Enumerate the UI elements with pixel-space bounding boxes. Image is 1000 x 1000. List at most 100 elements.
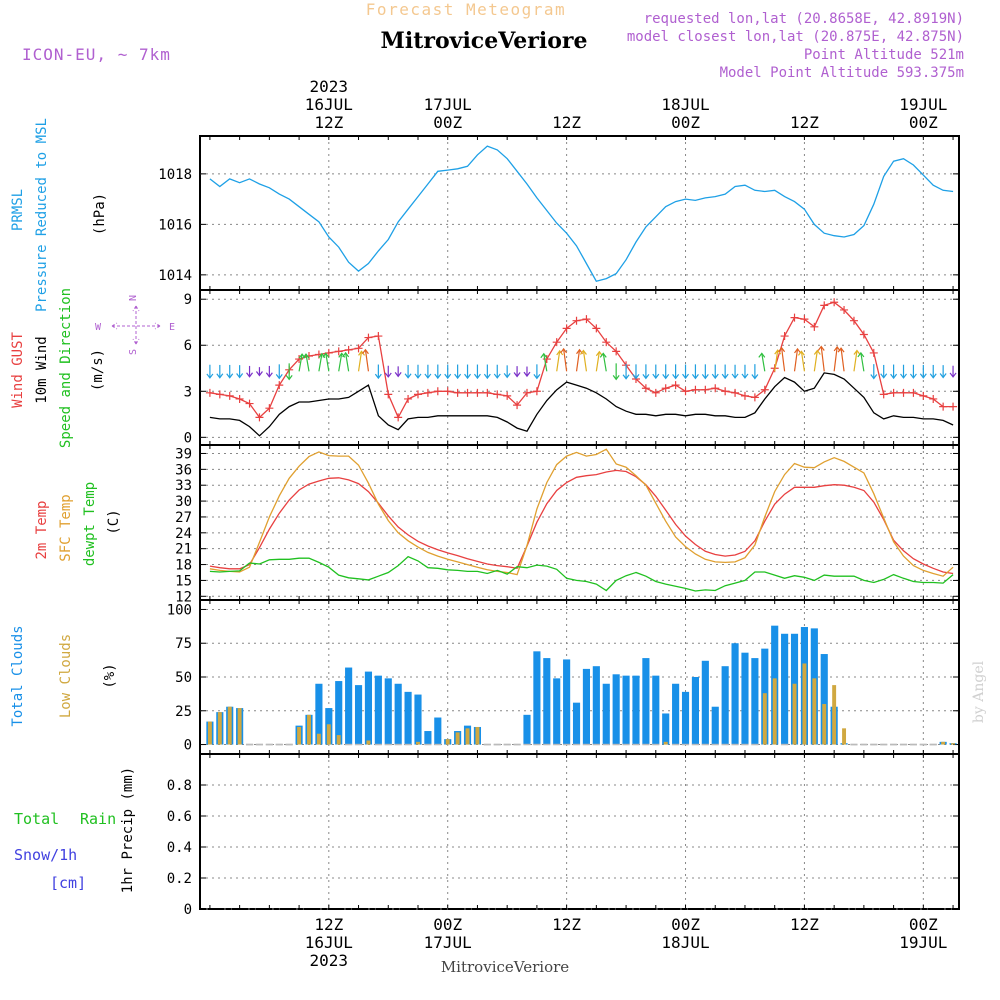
gust-marker: [255, 413, 264, 422]
wind-speed-line: [209, 372, 954, 437]
wind-arrow-head: [778, 346, 786, 353]
gust-marker: [334, 347, 343, 356]
low-cloud-bar: [941, 741, 946, 745]
wind-arrow-head: [701, 373, 709, 380]
gust-marker: [691, 385, 700, 394]
gust-marker: [731, 388, 740, 397]
compass-label: E: [169, 322, 175, 333]
gust-marker: [939, 402, 948, 411]
wind-arrow-head: [853, 349, 861, 355]
gust-marker: [205, 388, 214, 397]
gust-marker: [374, 332, 383, 341]
wind-arrow-head: [358, 350, 366, 356]
wind-arrow-head: [741, 373, 749, 379]
low-cloud-bar: [842, 728, 847, 745]
y-tick-label: 50: [175, 670, 192, 686]
model-altitude: Model Point Altitude 593.375m: [720, 65, 964, 81]
gust-marker: [404, 394, 413, 403]
wind-arrow-head: [404, 373, 412, 379]
panel-wind: 0 3 6 9 Wind GUST 10m Wind Speed and Direction…: [10, 288, 960, 448]
total-cloud-bar: [691, 677, 699, 745]
wind-arrow-head: [361, 348, 369, 355]
y-tick-label: 1014: [158, 268, 192, 284]
time-axis-label: 12Z: [790, 915, 819, 934]
low-cloud-bar: [297, 726, 302, 745]
wind-arrow-head: [414, 373, 422, 379]
wind-arrow-head: [682, 373, 690, 380]
wind-arrow-head: [540, 352, 548, 359]
time-axis-label: 19JUL: [899, 933, 947, 952]
low-cloud-bar: [307, 714, 311, 745]
total-cloud-bar: [335, 681, 343, 745]
legend-rain: Rain: [80, 810, 116, 828]
gust-marker: [651, 388, 660, 397]
time-axis-label: 12Z: [552, 915, 581, 934]
wind-arrow: [793, 348, 799, 372]
wind-arrow-head: [900, 373, 907, 379]
wind-arrow-head: [919, 373, 927, 379]
total-cloud-bar: [543, 658, 551, 745]
y-tick-label: 9: [184, 292, 192, 308]
y-tick-label: 0.4: [167, 840, 192, 856]
compass-rose-icon: [111, 305, 161, 345]
low-cloud-bar: [792, 683, 797, 745]
wind-arrow-head: [929, 373, 937, 379]
total-cloud-bar: [781, 633, 789, 745]
gust-marker: [463, 388, 472, 397]
model-label: ICON-EU, ~ 7km: [22, 45, 171, 64]
time-axis-label: 00Z: [671, 113, 700, 132]
total-cloud-bar: [751, 658, 759, 745]
total-cloud-bar: [394, 683, 402, 745]
wind-arrow: [813, 350, 818, 372]
gust-marker: [671, 381, 680, 390]
gust-marker: [740, 391, 749, 400]
gust-marker: [701, 385, 710, 394]
gust-marker: [909, 388, 918, 397]
wind-arrow-head: [444, 373, 452, 380]
gust-marker: [493, 390, 502, 399]
y-tick-label: 24: [175, 526, 192, 542]
total-cloud-bar: [523, 714, 531, 745]
total-cloud-bar: [563, 659, 571, 745]
gust-marker: [800, 315, 809, 324]
wind-arrow: [860, 352, 865, 372]
gust-marker: [503, 391, 512, 400]
legend-total: Total: [14, 810, 59, 828]
gust-marker: [849, 316, 858, 325]
gust-marker: [869, 348, 878, 357]
closest-coords: model closest lon,lat (20.875E, 42.875N): [627, 29, 964, 45]
y-axis-label: 10m Wind: [34, 336, 50, 403]
wind-arrow-head: [813, 349, 821, 355]
wind-arrow: [575, 349, 581, 372]
wind-arrow: [318, 353, 323, 372]
wind-arrow: [543, 353, 548, 372]
y-tick-label: 1016: [158, 217, 192, 233]
gust-marker: [423, 388, 432, 397]
y-tick-label: 3: [184, 384, 192, 400]
wind-arrow-head: [711, 373, 719, 380]
wind-arrow-head: [255, 371, 263, 377]
unit-label: (C): [106, 509, 122, 534]
wind-arrow-head: [464, 373, 472, 380]
total-cloud-bar: [622, 675, 630, 745]
total-cloud-bar: [414, 694, 422, 745]
gust-marker: [889, 388, 898, 397]
total-cloud-bar: [632, 675, 640, 745]
wind-arrow-head: [774, 349, 782, 355]
total-cloud-bar: [592, 666, 600, 745]
y-tick-label: 0.2: [167, 871, 192, 887]
panel-frame: [199, 753, 960, 910]
gust-marker: [225, 391, 234, 400]
time-axis-label: 12Z: [790, 113, 819, 132]
wind-arrow-head: [857, 351, 865, 358]
wind-arrow-head: [794, 347, 801, 354]
unit-label: (hPa): [92, 193, 108, 235]
gust-marker: [235, 394, 244, 403]
wind-arrow-head: [721, 373, 729, 380]
gust-marker: [929, 394, 938, 403]
wind-arrow-head: [434, 373, 442, 380]
y-axis-label: Total Clouds: [10, 625, 26, 726]
wind-arrow-head: [374, 373, 382, 380]
total-cloud-bar: [424, 731, 432, 745]
